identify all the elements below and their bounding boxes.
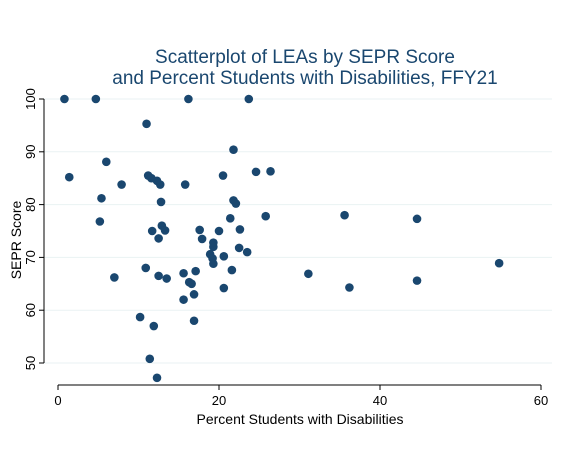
x-tick-label-20: 20 bbox=[212, 393, 226, 408]
data-point-25 bbox=[95, 217, 105, 226]
data-point-56 bbox=[412, 276, 422, 285]
data-point-15 bbox=[251, 167, 261, 177]
data-point-42 bbox=[141, 263, 151, 273]
data-point-3 bbox=[244, 94, 254, 104]
data-point-6 bbox=[102, 157, 111, 167]
data-point-12 bbox=[117, 180, 126, 189]
data-point-4 bbox=[142, 119, 151, 129]
y-tick-label-80: 80 bbox=[23, 197, 38, 211]
data-point-5 bbox=[229, 145, 238, 154]
y-tick-label-100: 100 bbox=[23, 88, 38, 110]
data-point-46 bbox=[110, 273, 119, 282]
data-point-1 bbox=[91, 94, 101, 104]
data-point-55 bbox=[345, 283, 354, 292]
data-point-45 bbox=[179, 268, 188, 278]
x-axis-title: Percent Students with Disabilities bbox=[197, 411, 404, 427]
data-point-32 bbox=[154, 234, 163, 243]
data-point-60 bbox=[149, 321, 159, 331]
data-point-20 bbox=[156, 197, 166, 207]
data-point-37 bbox=[242, 247, 252, 257]
data-point-19 bbox=[231, 199, 241, 208]
data-point-14 bbox=[218, 171, 228, 180]
data-point-35 bbox=[209, 242, 218, 252]
data-point-51 bbox=[219, 283, 229, 293]
data-point-22 bbox=[261, 211, 270, 221]
y-tick-label-90: 90 bbox=[23, 145, 38, 159]
data-point-21 bbox=[225, 214, 235, 223]
data-point-57 bbox=[494, 258, 504, 268]
data-point-61 bbox=[145, 354, 155, 364]
y-axis-title: SEPR Score bbox=[8, 200, 24, 279]
data-point-27 bbox=[147, 226, 157, 236]
data-point-59 bbox=[189, 316, 199, 326]
data-point-24 bbox=[412, 214, 422, 224]
data-point-11 bbox=[155, 180, 165, 189]
grid-lines bbox=[44, 98, 552, 364]
data-point-33 bbox=[197, 234, 207, 244]
data-point-44 bbox=[227, 265, 237, 275]
data-point-62 bbox=[152, 373, 162, 383]
data-point-16 bbox=[266, 167, 275, 176]
x-tick-label-60: 60 bbox=[534, 393, 548, 408]
data-point-23 bbox=[340, 210, 349, 220]
data-point-58 bbox=[135, 312, 145, 322]
data-point-54 bbox=[304, 269, 313, 279]
x-tick-label-0: 0 bbox=[54, 393, 61, 408]
x-tick-label-40: 40 bbox=[373, 393, 387, 408]
data-point-36 bbox=[234, 243, 244, 253]
y-tick-label-70: 70 bbox=[23, 250, 38, 264]
data-point-50 bbox=[187, 279, 196, 289]
data-point-13 bbox=[180, 180, 190, 189]
y-tick-label-60: 60 bbox=[23, 303, 38, 317]
data-point-0 bbox=[60, 94, 69, 104]
data-point-30 bbox=[214, 226, 224, 236]
axes: 50 60 70 80 90 100 0 20 40 60 bbox=[23, 88, 548, 408]
data-point-47 bbox=[154, 271, 163, 281]
y-tick-label-50: 50 bbox=[23, 356, 38, 370]
data-point-43 bbox=[191, 266, 200, 276]
data-point-53 bbox=[179, 295, 188, 304]
chart-title-line-1: Scatterplot of LEAs by SEPR Score bbox=[155, 47, 455, 68]
data-point-31 bbox=[235, 225, 245, 234]
data-point-2 bbox=[184, 94, 193, 104]
data-point-7 bbox=[64, 172, 74, 182]
data-point-39 bbox=[219, 252, 229, 261]
data-point-41 bbox=[209, 259, 218, 269]
data-point-28 bbox=[160, 226, 170, 235]
data-point-29 bbox=[195, 225, 204, 235]
data-points bbox=[60, 94, 504, 383]
data-point-52 bbox=[189, 290, 199, 299]
data-point-48 bbox=[162, 274, 171, 283]
chart-title-line-2: and Percent Students with Disabilities, … bbox=[112, 68, 497, 89]
data-point-17 bbox=[97, 193, 106, 203]
